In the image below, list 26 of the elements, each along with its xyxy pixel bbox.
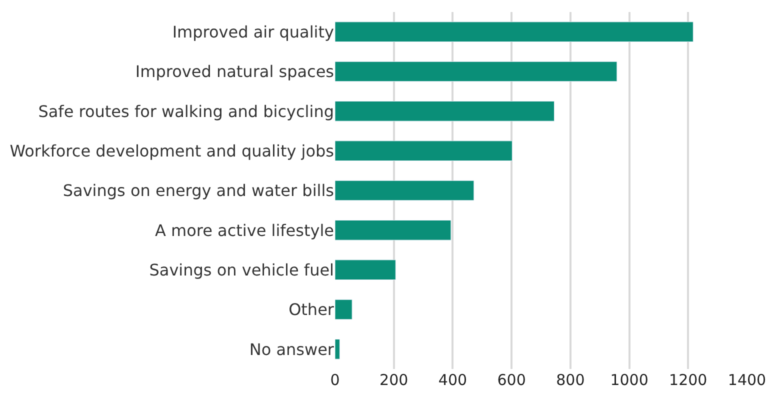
y-tick-label: No answer [249, 340, 334, 359]
y-tick-label: Safe routes for walking and bicycling [38, 102, 334, 121]
x-tick-label: 800 [556, 371, 585, 389]
y-tick-label: Improved air quality [172, 22, 334, 42]
x-tick-label: 0 [330, 371, 340, 389]
x-tick-label: 200 [380, 371, 408, 389]
bar [335, 101, 554, 122]
bar [335, 339, 340, 360]
bar [335, 260, 396, 280]
y-tick-label: Other [288, 300, 334, 320]
y-tick-label: Improved natural spaces [135, 62, 334, 82]
x-tick-label: 1400 [728, 371, 766, 389]
bar [335, 140, 512, 161]
bar [335, 180, 474, 201]
y-tick-label: Workforce development and quality jobs [10, 141, 334, 160]
y-tick-label: A more active lifestyle [154, 220, 334, 240]
bar [335, 299, 352, 320]
bar [335, 61, 618, 82]
bar [335, 22, 694, 42]
y-tick-label: Savings on vehicle fuel [149, 260, 334, 280]
x-tick-label: 600 [497, 371, 526, 389]
y-tick-label: Savings on energy and water bills [62, 181, 334, 200]
x-tick-label: 400 [438, 371, 468, 389]
x-tick-label: 1000 [610, 371, 648, 389]
x-tick-label: 1200 [669, 371, 708, 389]
bar [335, 220, 452, 240]
